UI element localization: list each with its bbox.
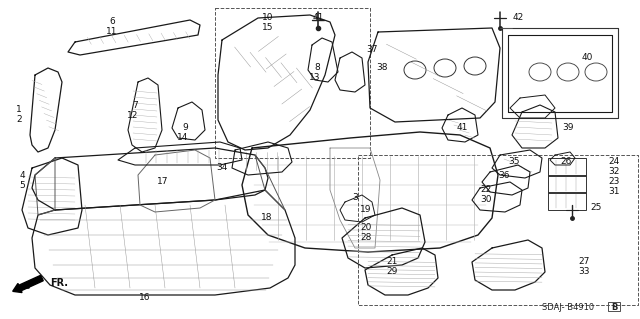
Text: 31: 31 bbox=[608, 188, 620, 197]
Text: 23: 23 bbox=[608, 177, 620, 187]
Text: 20: 20 bbox=[360, 224, 372, 233]
Text: 22: 22 bbox=[481, 186, 492, 195]
Text: 8: 8 bbox=[314, 63, 320, 72]
Bar bbox=[548, 192, 586, 210]
Bar bbox=[548, 158, 586, 176]
Text: 28: 28 bbox=[360, 234, 372, 242]
Text: 14: 14 bbox=[177, 133, 188, 143]
Text: 2: 2 bbox=[17, 115, 22, 124]
Text: 34: 34 bbox=[216, 164, 228, 173]
FancyArrow shape bbox=[13, 275, 44, 293]
Text: 37: 37 bbox=[367, 46, 378, 55]
Text: 27: 27 bbox=[578, 257, 589, 266]
Text: SDAJ- B4910: SDAJ- B4910 bbox=[542, 303, 594, 313]
Text: 21: 21 bbox=[387, 257, 398, 266]
Text: 30: 30 bbox=[481, 196, 492, 204]
Text: 38: 38 bbox=[376, 63, 388, 72]
Text: 39: 39 bbox=[562, 123, 573, 132]
Text: 6: 6 bbox=[109, 18, 115, 26]
Text: 35: 35 bbox=[508, 158, 520, 167]
Text: 41: 41 bbox=[312, 13, 324, 23]
Text: 25: 25 bbox=[590, 204, 602, 212]
Text: 10: 10 bbox=[262, 13, 274, 23]
Text: 42: 42 bbox=[513, 13, 524, 23]
Text: 12: 12 bbox=[127, 110, 138, 120]
Bar bbox=[608, 302, 620, 311]
Text: 36: 36 bbox=[498, 170, 509, 180]
Text: 3: 3 bbox=[352, 194, 358, 203]
Text: 32: 32 bbox=[608, 167, 620, 176]
Text: 17: 17 bbox=[157, 177, 168, 187]
Text: 4: 4 bbox=[19, 170, 25, 180]
Text: 1: 1 bbox=[16, 106, 22, 115]
Bar bbox=[548, 175, 586, 193]
Text: 7: 7 bbox=[132, 100, 138, 109]
Text: 29: 29 bbox=[387, 268, 398, 277]
Text: 26: 26 bbox=[561, 158, 572, 167]
Text: 18: 18 bbox=[260, 213, 272, 222]
Text: 40: 40 bbox=[582, 54, 593, 63]
Text: 41: 41 bbox=[456, 123, 468, 132]
Text: 15: 15 bbox=[262, 24, 274, 33]
Text: 11: 11 bbox=[106, 26, 118, 35]
Text: 24: 24 bbox=[608, 158, 620, 167]
Text: 19: 19 bbox=[360, 205, 371, 214]
Text: FR.: FR. bbox=[50, 278, 68, 288]
Text: 33: 33 bbox=[578, 268, 589, 277]
Text: 16: 16 bbox=[140, 293, 151, 302]
Text: 13: 13 bbox=[308, 73, 320, 83]
Text: 9: 9 bbox=[182, 123, 188, 132]
Text: B: B bbox=[611, 303, 617, 313]
Text: 5: 5 bbox=[19, 181, 25, 189]
